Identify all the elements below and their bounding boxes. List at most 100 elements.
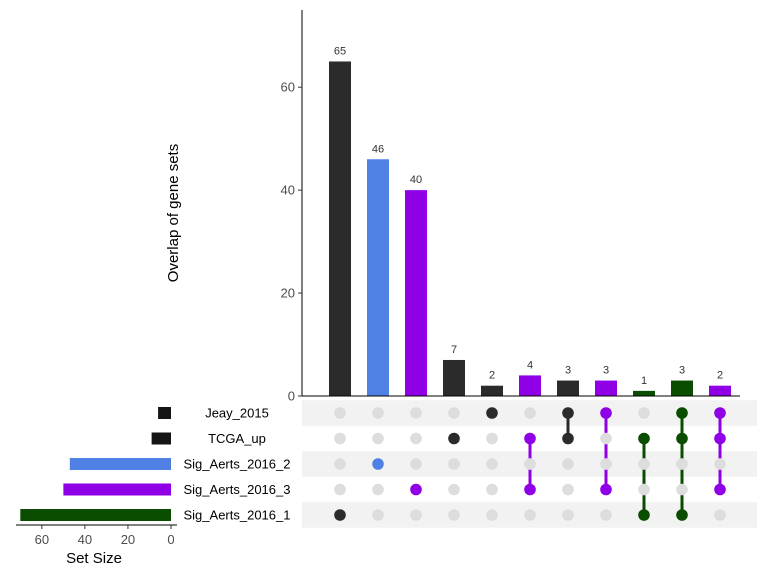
- membership-dot-empty: [486, 458, 498, 470]
- membership-dot-empty: [372, 432, 384, 445]
- membership-dot-empty: [638, 458, 650, 470]
- membership-dot-filled: [676, 432, 688, 445]
- membership-dot-empty: [486, 432, 498, 445]
- intersection-bar-label: 3: [679, 365, 685, 377]
- set-name-label: Jeay_2015: [205, 406, 269, 421]
- intersection-bar: [709, 385, 731, 396]
- y-tick-label: 40: [281, 183, 295, 198]
- set-name-label: Sig_Aerts_2016_3: [184, 482, 291, 497]
- membership-dot-empty: [486, 509, 498, 521]
- membership-dot-filled: [676, 407, 688, 419]
- intersection-bar: [329, 61, 351, 396]
- set-size-tick-label: 40: [78, 532, 92, 547]
- membership-dot-empty: [410, 432, 422, 445]
- membership-dot-empty: [524, 407, 536, 419]
- membership-dot-filled: [562, 407, 574, 419]
- membership-dot-empty: [334, 458, 346, 470]
- set-size-tick-label: 0: [167, 532, 174, 547]
- intersection-bar-label: 3: [603, 365, 609, 377]
- set-size-bar: [151, 432, 171, 445]
- set-size-bar: [69, 458, 171, 470]
- membership-dot-empty: [562, 458, 574, 470]
- membership-dot-empty: [410, 458, 422, 470]
- membership-dot-filled: [600, 407, 612, 419]
- membership-dot-empty: [600, 509, 612, 521]
- membership-dot-filled: [676, 509, 688, 521]
- membership-dot-empty: [524, 458, 536, 470]
- intersection-bar: [367, 159, 389, 396]
- membership-dot-empty: [714, 458, 726, 470]
- intersection-bar: [595, 380, 617, 396]
- set-size-bar: [158, 407, 171, 419]
- set-name-label: TCGA_up: [208, 431, 266, 446]
- intersection-bar: [671, 380, 693, 396]
- y-axis-title: Overlap of gene sets: [165, 144, 182, 282]
- membership-dot-empty: [372, 483, 384, 496]
- membership-dot-filled: [486, 407, 498, 419]
- membership-dot-empty: [372, 407, 384, 419]
- y-tick-label: 0: [288, 389, 295, 404]
- membership-dot-empty: [448, 458, 460, 470]
- set-name-label: Sig_Aerts_2016_1: [184, 508, 291, 523]
- membership-dot-empty: [410, 509, 422, 521]
- membership-dot-empty: [714, 509, 726, 521]
- membership-matrix: [334, 407, 726, 521]
- intersection-bar: [405, 190, 427, 396]
- set-name-label: Sig_Aerts_2016_2: [184, 457, 291, 472]
- membership-dot-empty: [334, 407, 346, 419]
- membership-dot-empty: [562, 509, 574, 521]
- intersection-bar-label: 46: [372, 143, 384, 155]
- membership-dot-filled: [600, 483, 612, 496]
- intersection-bar: [481, 385, 503, 396]
- intersection-bar-label: 1: [641, 375, 647, 387]
- intersection-bar: [519, 375, 541, 396]
- intersection-bar: [443, 359, 465, 396]
- membership-dot-empty: [372, 509, 384, 521]
- intersection-bar-labels: 65 46 40 7 2 4 3 3 1 3 2: [334, 45, 723, 386]
- membership-dot-empty: [676, 483, 688, 496]
- membership-dot-filled: [372, 458, 384, 470]
- set-size-bars: [20, 407, 171, 521]
- y-axis: 0 20 40 60: [281, 10, 740, 404]
- intersection-bars: [329, 61, 731, 396]
- membership-dot-filled: [638, 432, 650, 445]
- membership-dot-empty: [448, 509, 460, 521]
- set-size-bar: [20, 509, 171, 521]
- intersection-bar-label: 3: [565, 365, 571, 377]
- set-size-bar: [63, 483, 171, 496]
- y-tick-label: 60: [281, 80, 295, 95]
- membership-dot-empty: [562, 483, 574, 496]
- membership-dot-empty: [600, 432, 612, 445]
- membership-dot-empty: [676, 458, 688, 470]
- membership-dot-empty: [524, 509, 536, 521]
- set-size-axis: 60 40 20 0: [16, 524, 177, 547]
- set-name-labels: Jeay_2015 TCGA_up Sig_Aerts_2016_2 Sig_Aert…: [184, 406, 291, 523]
- intersection-bar-label: 7: [451, 344, 457, 356]
- intersection-bar-label: 2: [717, 370, 723, 382]
- membership-dot-filled: [714, 483, 726, 496]
- y-tick-label: 20: [281, 286, 295, 301]
- set-size-tick-label: 60: [35, 532, 49, 547]
- membership-dot-empty: [334, 483, 346, 496]
- intersection-bar-label: 4: [527, 359, 533, 371]
- membership-dot-empty: [600, 458, 612, 470]
- intersection-bar: [557, 380, 579, 396]
- set-size-axis-title: Set Size: [66, 550, 122, 567]
- intersection-bar-label: 40: [410, 174, 422, 186]
- membership-dot-filled: [638, 509, 650, 521]
- membership-dot-empty: [334, 432, 346, 445]
- membership-dot-filled: [524, 432, 536, 445]
- membership-dot-filled: [334, 509, 346, 521]
- membership-dot-empty: [448, 483, 460, 496]
- membership-dot-empty: [638, 407, 650, 419]
- membership-dot-filled: [714, 432, 726, 445]
- membership-dot-filled: [714, 407, 726, 419]
- membership-dot-filled: [562, 432, 574, 445]
- membership-dot-empty: [486, 483, 498, 496]
- membership-dot-filled: [524, 483, 536, 496]
- membership-dot-empty: [410, 407, 422, 419]
- intersection-bar-label: 65: [334, 45, 346, 57]
- intersection-bar-label: 2: [489, 370, 495, 382]
- membership-dot-filled: [448, 432, 460, 445]
